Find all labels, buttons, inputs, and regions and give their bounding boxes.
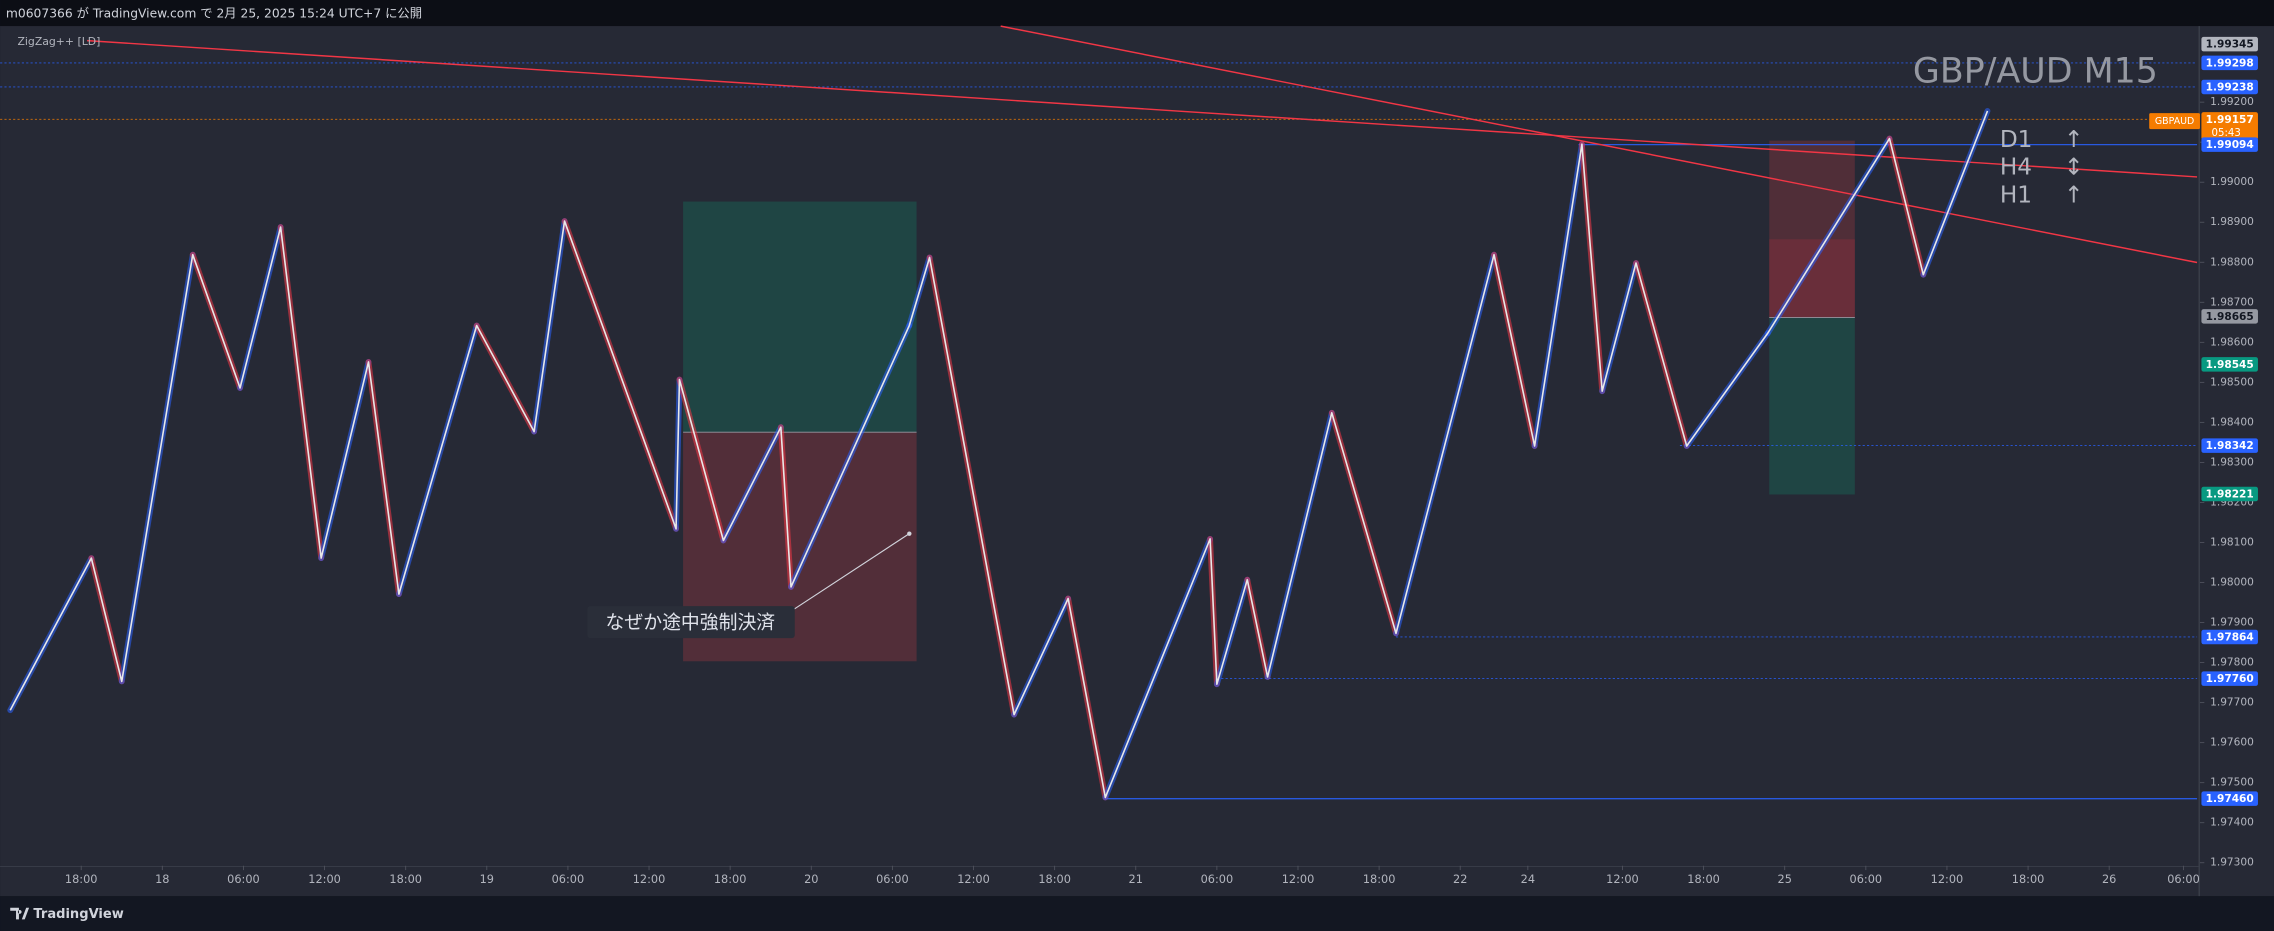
price-tag-label: 1.97864 (2206, 631, 2254, 643)
price-tag-label: 1.99094 (2206, 139, 2254, 151)
price-tag-label: 1.97760 (2206, 673, 2254, 685)
price-tag (2201, 55, 2258, 71)
y-tick-label: 1.98900 (2210, 216, 2254, 228)
price-tag (2201, 486, 2258, 502)
timeframe-label: D1 (2000, 126, 2033, 153)
logo (10, 907, 30, 920)
header-bar (0, 0, 2274, 27)
price-tag (2201, 629, 2258, 645)
x-tick-label: 12:00 (1606, 873, 1639, 886)
price-axis (2199, 26, 2274, 897)
footer-logo (10, 907, 30, 920)
x-tick-label: 06:00 (1850, 873, 1883, 886)
trend-line (1000, 25, 2198, 264)
x-tick-label: 25 (1778, 873, 1792, 886)
y-tick-label: 1.97300 (2210, 857, 2254, 869)
price-tag (2201, 438, 2258, 453)
x-tick-label: 26 (2102, 873, 2116, 886)
annotation-box (587, 606, 795, 639)
price-tag-label: 1.97460 (2206, 793, 2254, 805)
x-tick-label: 21 (1129, 873, 1143, 886)
y-tick-label: 1.97600 (2210, 737, 2254, 749)
y-tick-label: 1.98300 (2210, 456, 2254, 468)
y-tick-label: 1.99000 (2210, 176, 2254, 188)
x-tick-label: 18:00 (714, 873, 747, 886)
x-tick-label: 18:00 (2012, 873, 2045, 886)
x-tick-label: 19 (480, 873, 494, 886)
y-tick-label: 1.98400 (2210, 416, 2254, 428)
x-tick-label: 06:00 (227, 873, 260, 886)
y-tick-label: 1.98600 (2210, 336, 2254, 348)
annotation-pointer (782, 533, 910, 617)
y-tick-label: 1.98000 (2210, 577, 2254, 589)
y-tick-label: 1.97900 (2210, 617, 2254, 629)
x-tick-label: 24 (1521, 873, 1535, 886)
annotation-dot (907, 531, 912, 536)
timeframe-arrow: ↑ (2064, 181, 2083, 208)
target-zone (683, 201, 917, 433)
x-tick-label: 18 (155, 873, 169, 886)
price-tag (2201, 79, 2258, 95)
x-tick-label: 18:00 (65, 873, 98, 886)
price-tag (2201, 309, 2258, 324)
y-tick-label: 1.97700 (2210, 697, 2254, 709)
y-tick-label: 1.97800 (2210, 657, 2254, 669)
timeframe-arrow: ↑ (2064, 126, 2083, 153)
timeframe-arrow: ↕ (2064, 154, 2083, 181)
price-tag (2201, 357, 2258, 372)
x-tick-label: 22 (1453, 873, 1467, 886)
countdown: 05:43 (2212, 128, 2241, 139)
x-tick-label: 12:00 (308, 873, 341, 886)
y-tick-label: 1.98800 (2210, 256, 2254, 268)
price-tag-label: 1.98665 (2206, 311, 2254, 323)
publisher: m0607366 が TradingView.com で 2月 25, 2025… (6, 5, 422, 20)
target-zone (1769, 317, 1855, 495)
x-tick-label: 12:00 (1931, 873, 1964, 886)
price-tag-label: 1.98545 (2206, 359, 2254, 371)
symbol-tag (2149, 113, 2200, 130)
price-tag-label: 1.99345 (2206, 39, 2254, 51)
trend-line (87, 39, 2198, 178)
price-tag-label: 1.98221 (2206, 488, 2254, 500)
annotation: なぜか途中強制決済 (606, 611, 776, 633)
x-tick-label: 12:00 (1282, 873, 1315, 886)
timeframe-label: H1 (2000, 181, 2032, 208)
x-tick-label: 12:00 (633, 873, 666, 886)
symbol-tag-text: GBPAUD (2155, 116, 2194, 127)
price-tag-label: 1.99238 (2206, 81, 2254, 93)
chart-title: GBP/AUD M15 (1913, 52, 2158, 92)
y-tick-label: 1.97500 (2210, 777, 2254, 789)
y-tick-label: 1.98700 (2210, 296, 2254, 308)
x-tick-label: 18:00 (389, 873, 422, 886)
y-tick-label: 1.98100 (2210, 536, 2254, 548)
x-tick-label: 12:00 (957, 873, 990, 886)
price-tag (2201, 791, 2258, 806)
footer-bar (0, 896, 2274, 931)
price-tag-label: 1.99298 (2206, 57, 2254, 69)
x-tick-label: 06:00 (2167, 873, 2200, 886)
zigzag-line (9, 110, 1989, 799)
timeframe-label: H4 (2000, 154, 2032, 181)
indicator-name: ZigZag++ [LD] (17, 35, 100, 48)
price-tag (2201, 112, 2258, 140)
price-tag-label: 1.98342 (2206, 440, 2254, 452)
x-tick-label: 06:00 (1201, 873, 1234, 886)
price-tag (2201, 36, 2258, 52)
y-tick-label: 1.97400 (2210, 817, 2254, 829)
footer-brand: TradingView (33, 907, 123, 922)
y-tick-label: 1.98500 (2210, 376, 2254, 388)
x-tick-label: 06:00 (876, 873, 909, 886)
x-tick-label: 06:00 (552, 873, 585, 886)
price-tag (2201, 671, 2258, 686)
x-tick-label: 18:00 (1038, 873, 1071, 886)
x-tick-label: 18:00 (1363, 873, 1396, 886)
price-tag (2201, 137, 2258, 152)
y-tick-label: 1.99200 (2210, 96, 2254, 108)
price-tag-label: 1.99157 (2206, 114, 2254, 126)
x-tick-label: 18:00 (1687, 873, 1720, 886)
x-tick-label: 20 (804, 873, 818, 886)
